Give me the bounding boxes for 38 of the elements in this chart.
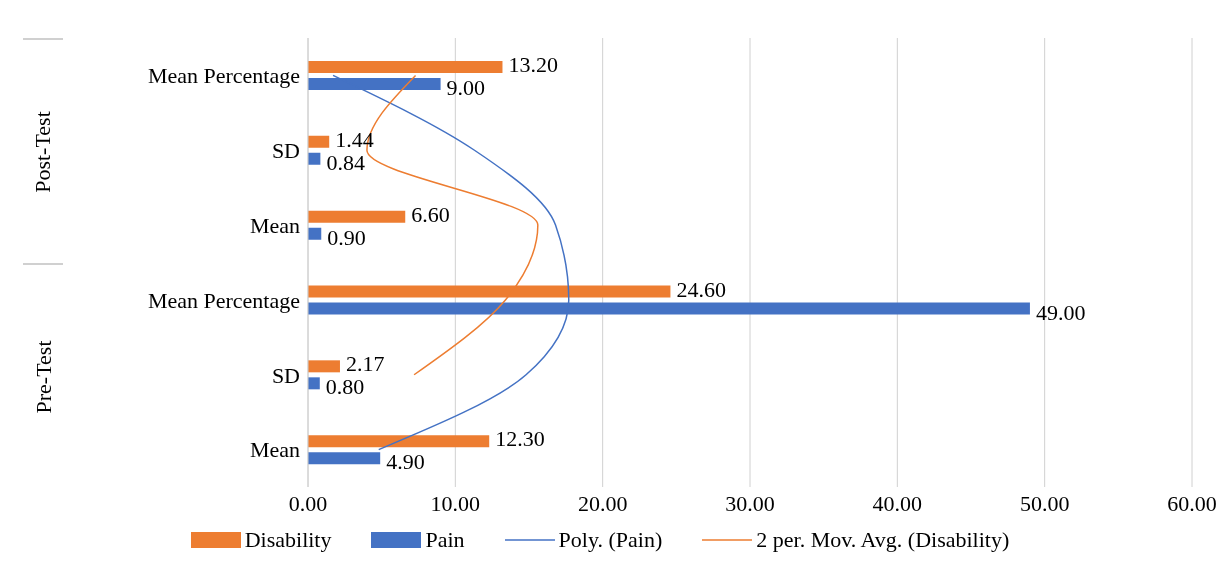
data-label: 4.90	[386, 449, 425, 475]
y-tick-label: Mean	[249, 437, 300, 463]
x-tick-label: 0.00	[288, 490, 328, 516]
bar	[308, 135, 330, 148]
x-tick-label: 40.00	[872, 490, 923, 516]
x-tick-label: 60.00	[1167, 490, 1217, 516]
legend-label: Disability	[244, 527, 332, 553]
bar	[308, 452, 381, 465]
text: Post-Test	[30, 111, 56, 194]
data-label: 0.90	[327, 224, 366, 250]
bar	[308, 227, 322, 240]
y-tick-label: SD	[271, 138, 300, 164]
bar	[308, 360, 340, 373]
y-tick-label: Mean Percentage	[147, 63, 300, 89]
data-label: 2.17	[345, 351, 385, 377]
data-label: 6.60	[411, 201, 450, 227]
x-tick-label: 30.00	[725, 490, 775, 516]
data-label: 12.30	[495, 426, 545, 452]
data-label: 0.84	[326, 149, 365, 175]
data-label: 49.00	[1035, 299, 1086, 325]
bar	[308, 377, 320, 390]
legend-label: 2 per. Mov. Avg. (Disability)	[756, 527, 1010, 553]
data-label: 9.00	[446, 75, 486, 101]
bar	[308, 61, 503, 73]
text: Pre-Test	[30, 340, 56, 414]
data-label: 0.80	[325, 374, 365, 400]
y-tick-label: Mean	[249, 212, 300, 238]
legend-label: Pain	[425, 527, 465, 553]
bar	[308, 435, 490, 448]
x-tick-label: 10.00	[430, 490, 481, 516]
y-tick-label: SD	[271, 362, 300, 388]
legend-label: Poly. (Pain)	[558, 527, 663, 553]
x-tick-label: 50.00	[1019, 490, 1070, 516]
data-label: 13.20	[508, 52, 558, 78]
bar	[308, 210, 406, 223]
x-tick-label: 20.00	[577, 490, 628, 516]
data-label: 24.60	[676, 276, 726, 302]
y-tick-label: Mean Percentage	[147, 287, 300, 313]
